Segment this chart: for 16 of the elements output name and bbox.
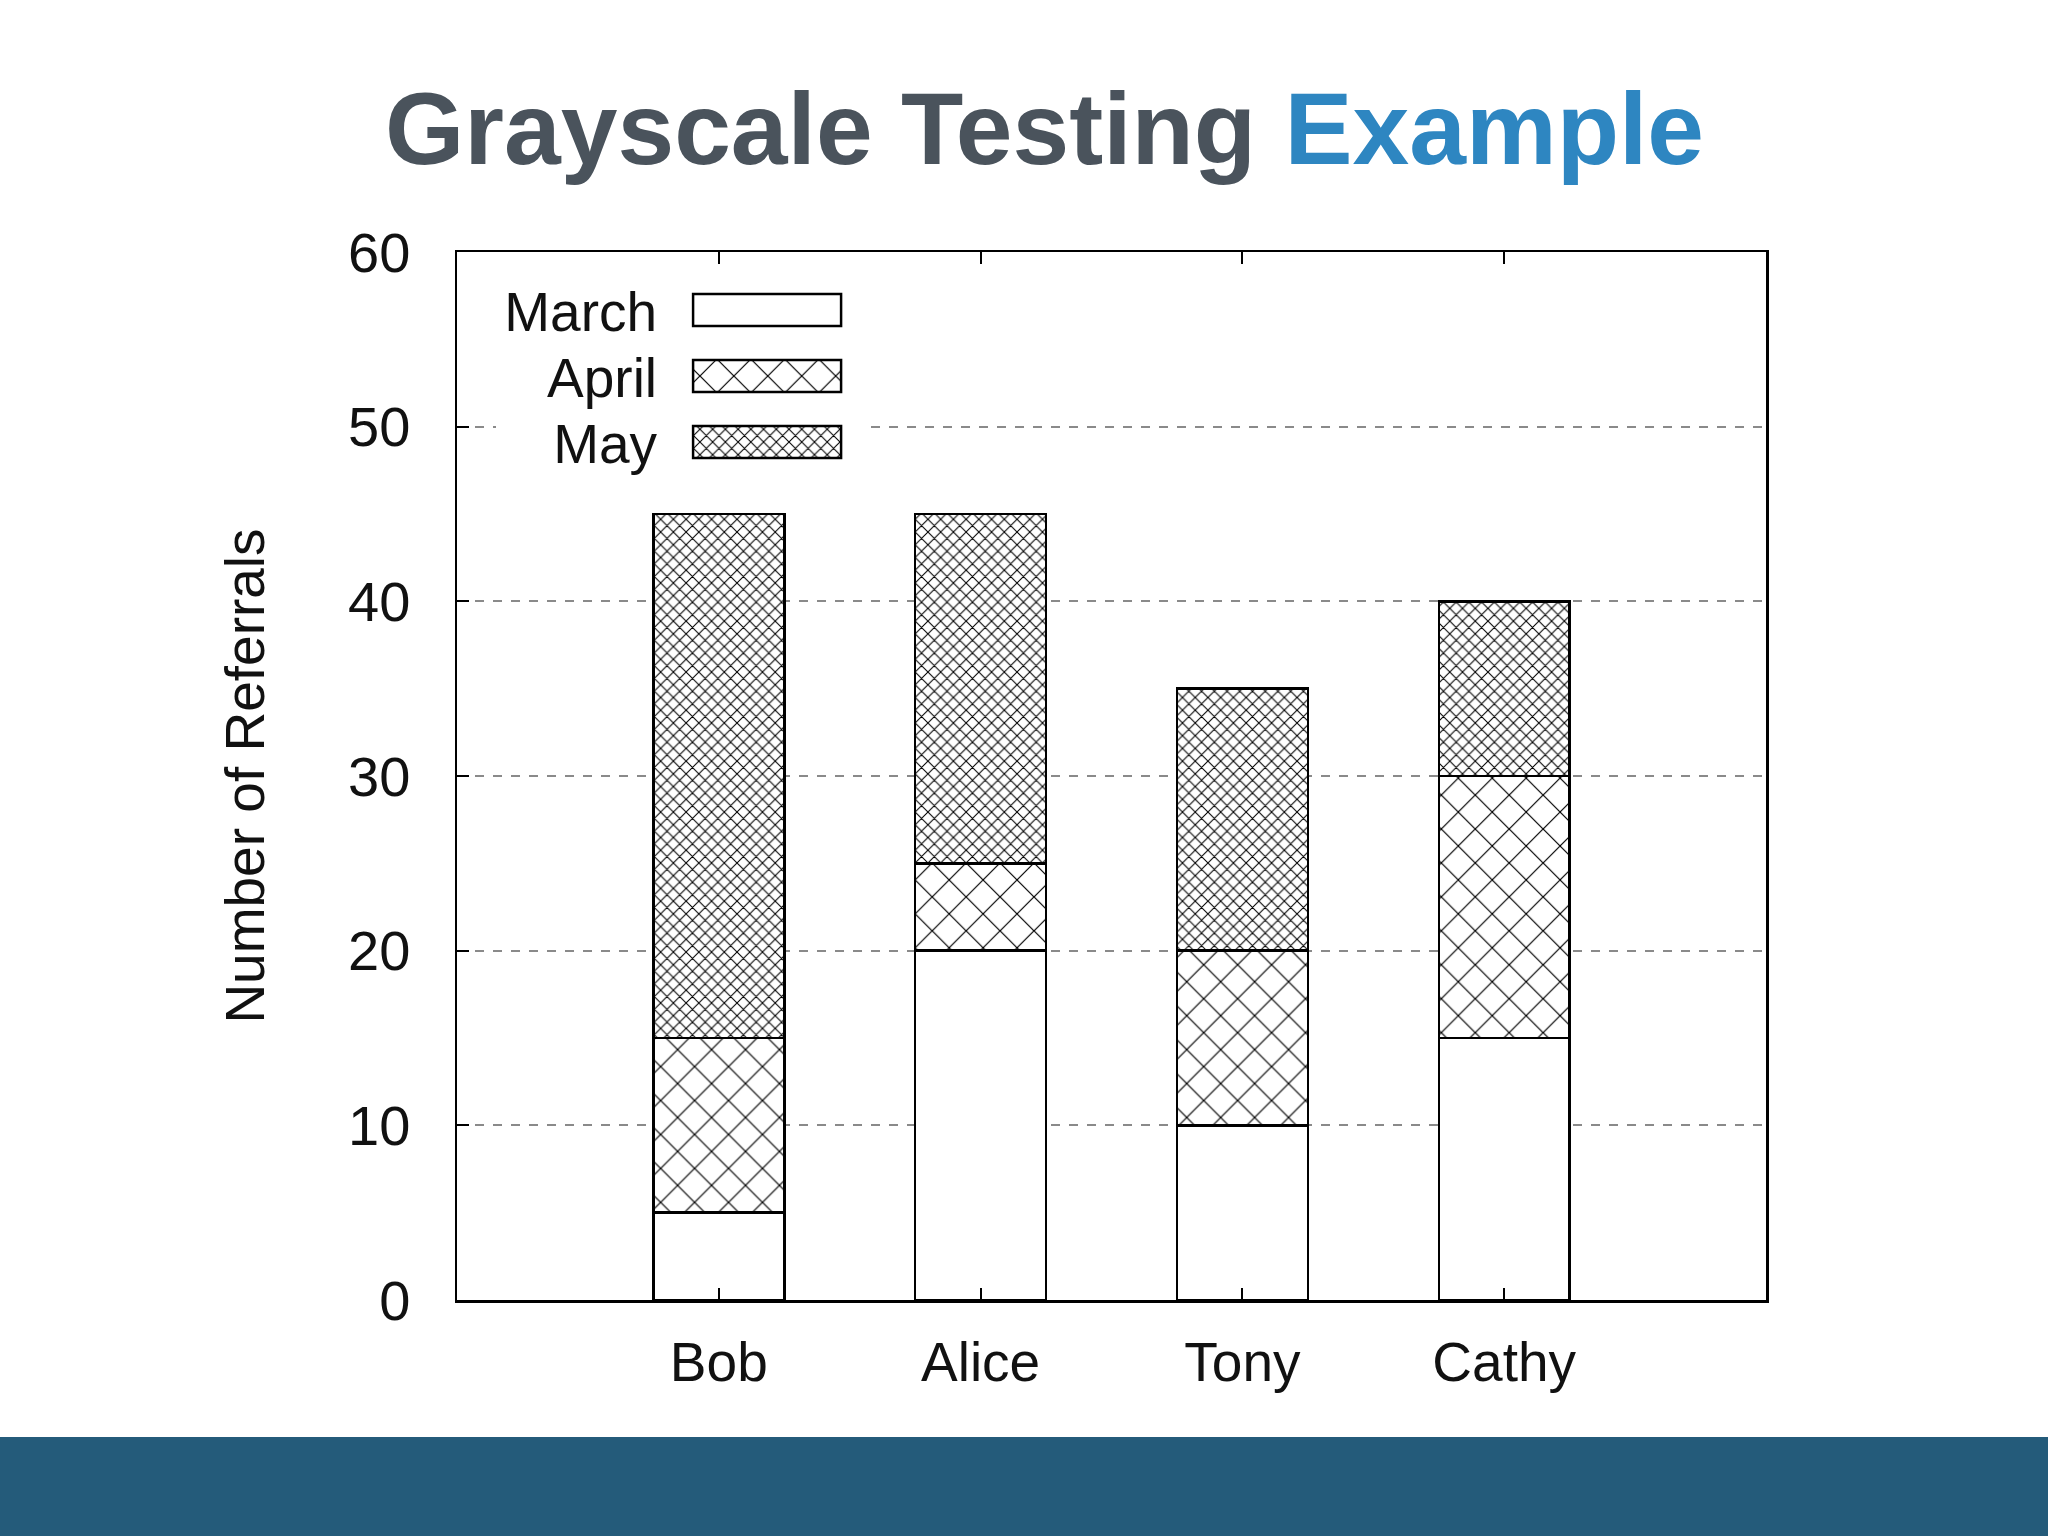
- y-tick-label: 30: [348, 744, 411, 808]
- legend-label: March: [504, 281, 658, 344]
- y-tick-label: 60: [348, 220, 411, 284]
- chart-title: Grayscale Testing Example: [384, 71, 1705, 186]
- y-tick-label: 0: [379, 1268, 411, 1332]
- x-tick-label: Bob: [669, 1330, 768, 1393]
- y-tick-label: 20: [348, 919, 411, 983]
- x-tick-label: Alice: [920, 1330, 1041, 1393]
- y-tick-label: 10: [348, 1093, 411, 1157]
- legend-label: April: [547, 347, 658, 410]
- x-tick-label: Tony: [1184, 1330, 1301, 1393]
- y-tick-label: 40: [348, 569, 411, 633]
- y-axis-title: Number of Referrals: [214, 528, 276, 1024]
- legend-label: May: [553, 413, 658, 476]
- y-tick-label: 50: [348, 395, 411, 459]
- x-tick-label: Cathy: [1432, 1330, 1577, 1393]
